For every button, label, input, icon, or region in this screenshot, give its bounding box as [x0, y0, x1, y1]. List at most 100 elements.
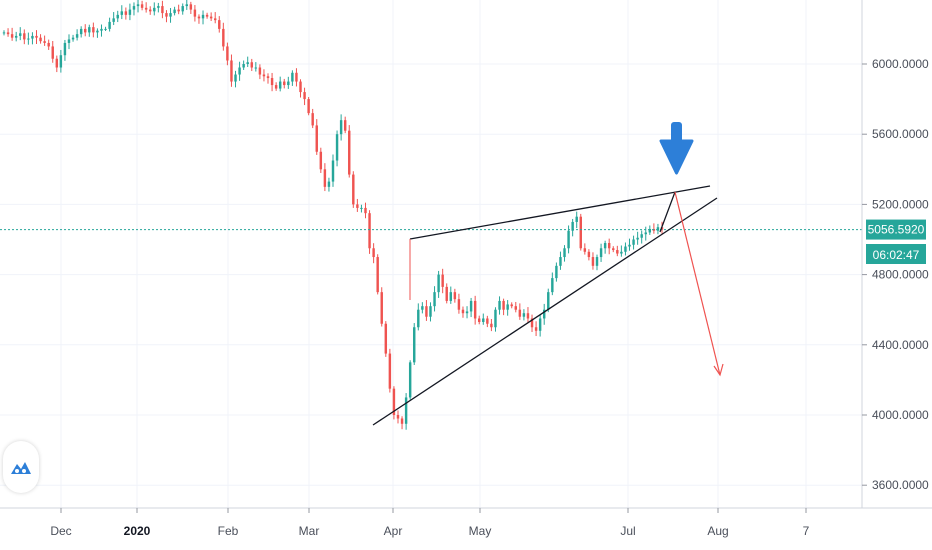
time-tick-label: Dec [50, 524, 71, 538]
candle-down [486, 318, 489, 324]
candle-down [230, 60, 233, 82]
tradingview-logo-button[interactable] [3, 441, 39, 493]
candle-down [425, 306, 428, 317]
candle-down [396, 415, 400, 419]
candle-up [287, 81, 290, 86]
candle-up [71, 37, 75, 40]
price-tick-label: 5600.0000 [872, 127, 929, 141]
candle-down [380, 292, 383, 324]
candle-up [413, 327, 416, 363]
candle-up [551, 278, 554, 293]
time-axis[interactable]: Dec 2020 Feb Mar Apr May Jul Aug 7 [50, 508, 810, 538]
candle-up [632, 239, 635, 245]
candle-down [270, 78, 274, 86]
candle-down [400, 418, 404, 424]
candle-up [571, 221, 574, 231]
candle-up [603, 243, 607, 249]
candle-up [437, 274, 440, 293]
candle-down [587, 251, 591, 258]
candle-down [343, 120, 347, 131]
projection-arrowhead [713, 363, 724, 377]
candle-up [331, 160, 335, 182]
candle-down [226, 46, 229, 61]
candle-down [262, 74, 266, 77]
candle-down [319, 151, 323, 170]
candle-up [360, 207, 363, 209]
candle-up [327, 181, 331, 187]
candle-down [299, 81, 302, 93]
candle-up [563, 248, 566, 258]
candle-up [465, 311, 469, 314]
candle-up [498, 300, 501, 310]
grid-lines [0, 0, 862, 508]
candle-up [185, 4, 188, 7]
candle-down [583, 248, 587, 252]
candle-up [636, 237, 639, 240]
candle-down [124, 11, 128, 15]
price-tick-label: 4800.0000 [872, 268, 929, 282]
candle-down [258, 67, 262, 75]
candle-up [482, 318, 485, 322]
time-tick-label: Jul [620, 524, 635, 538]
candle-up [120, 11, 124, 15]
candle-down [368, 213, 371, 249]
candle-down [445, 286, 448, 301]
candle-up [494, 309, 497, 328]
candle-up [628, 244, 631, 247]
candle-down [352, 174, 355, 205]
candle-up [640, 234, 643, 238]
candle-up [417, 309, 420, 328]
candle-down [514, 306, 517, 310]
candle-down [457, 299, 461, 310]
candle-up [644, 232, 647, 235]
candle-up [128, 9, 132, 15]
candle-up [234, 74, 237, 82]
tradingview-logo-icon [11, 462, 31, 474]
candle-down [315, 125, 318, 152]
candle-up [27, 38, 30, 40]
candle-down [149, 9, 152, 12]
candle-up [575, 216, 578, 222]
candle-up [14, 35, 18, 38]
candle-up [67, 39, 71, 43]
candle-down [311, 113, 314, 126]
candle-up [173, 9, 176, 14]
candle-down [197, 16, 201, 19]
price-tick-label: 3600.0000 [872, 478, 929, 492]
candle-down [392, 388, 396, 415]
candle-down [607, 243, 611, 249]
candle-down [35, 35, 38, 38]
time-tick-label: Mar [299, 524, 320, 538]
candle-down [222, 28, 225, 47]
wedge-lower-trendline [372, 197, 718, 426]
candle-down [161, 6, 164, 14]
candle-down [205, 14, 209, 17]
candle-up [429, 306, 432, 317]
price-axis[interactable]: 6000.0000 5600.0000 5200.0000 4800.0000 4400… [862, 57, 929, 492]
candle-down [579, 216, 582, 249]
candle-up [421, 306, 424, 310]
candle-down [534, 327, 538, 331]
candle-down [274, 85, 278, 89]
bar-countdown: 06:02:47 [873, 248, 920, 262]
candle-down [213, 18, 217, 21]
candle-down [441, 274, 444, 287]
candle-up [104, 28, 107, 30]
candle-up [404, 397, 408, 424]
candle-up [153, 7, 156, 12]
candle-up [238, 67, 241, 75]
candle-down [307, 99, 310, 114]
candle-down [43, 41, 46, 43]
time-tick-label: 2020 [124, 524, 151, 538]
candle-up [112, 18, 115, 22]
candle-down [323, 169, 327, 187]
candle-up [656, 227, 660, 231]
candle-up [522, 313, 526, 317]
candle-up [648, 228, 652, 233]
candle-up [547, 292, 550, 310]
candle-down [453, 292, 457, 300]
candle-down [250, 62, 253, 68]
candle-up [595, 257, 599, 266]
candle-up [2, 32, 6, 34]
